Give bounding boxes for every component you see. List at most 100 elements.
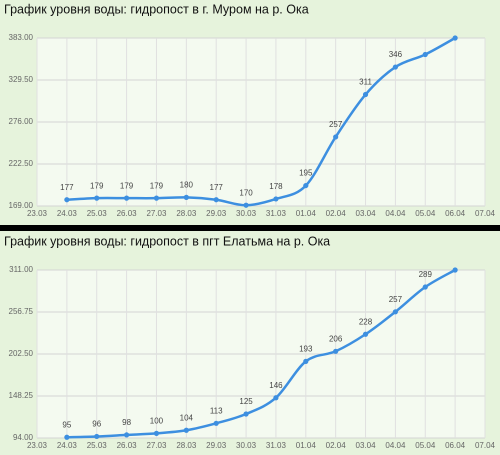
value-label: 179	[120, 181, 134, 190]
y-tick-label: 148.25	[9, 391, 34, 400]
point	[273, 196, 279, 202]
value-label: 289	[419, 270, 433, 279]
x-tick-label: 01.04	[296, 209, 317, 218]
x-tick-label: 29.03	[206, 209, 227, 218]
point	[303, 182, 309, 189]
x-tick-label: 26.03	[117, 441, 138, 450]
point	[303, 358, 309, 364]
value-label: 206	[329, 334, 343, 343]
x-tick-label: 27.03	[146, 209, 167, 218]
point	[273, 395, 279, 401]
x-tick-label: 01.04	[296, 441, 317, 450]
x-tick-label: 06.04	[445, 209, 466, 218]
x-tick-label: 23.03	[27, 209, 48, 218]
x-tick-label: 23.03	[27, 441, 48, 450]
x-tick-label: 26.03	[117, 209, 138, 218]
x-tick-label: 03.04	[356, 209, 377, 218]
value-label: 96	[92, 420, 101, 429]
x-tick-label: 04.04	[385, 209, 406, 218]
value-label: 113	[210, 406, 223, 415]
chart-title: График уровня воды: гидропост в г. Муром…	[4, 2, 309, 16]
point	[94, 195, 100, 201]
y-tick-label: 329.50	[9, 75, 34, 84]
x-tick-label: 31.03	[266, 209, 287, 218]
value-label: 179	[90, 181, 104, 190]
value-label: 346	[389, 50, 403, 59]
point	[124, 432, 130, 438]
x-tick-label: 25.03	[87, 209, 108, 218]
point	[422, 51, 428, 58]
x-tick-label: 06.04	[445, 441, 466, 450]
point	[422, 284, 428, 290]
x-tick-label: 30.03	[236, 441, 257, 450]
x-tick-label: 28.03	[176, 441, 197, 450]
y-tick-label: 202.50	[9, 349, 34, 358]
point	[213, 197, 219, 203]
chart-title: График уровня воды: гидропост в пгт Елат…	[4, 234, 330, 248]
value-label: 98	[122, 418, 131, 427]
x-tick-label: 04.04	[385, 441, 406, 450]
point	[333, 134, 339, 140]
x-tick-label: 31.03	[266, 441, 287, 450]
separator	[0, 225, 500, 231]
x-tick-label: 03.04	[356, 441, 377, 450]
point	[124, 195, 130, 201]
x-tick-label: 28.03	[176, 209, 197, 218]
value-label: 179	[150, 181, 164, 190]
value-label: 104	[180, 413, 194, 422]
value-label: 311	[359, 78, 372, 87]
x-tick-label: 24.03	[57, 209, 78, 218]
x-tick-label: 07.04	[475, 209, 496, 218]
point	[452, 35, 458, 41]
point	[362, 331, 369, 337]
point	[153, 195, 160, 201]
x-tick-label: 27.03	[146, 441, 167, 450]
point	[392, 309, 398, 315]
point	[94, 433, 100, 440]
value-label: 177	[60, 183, 74, 192]
value-label: 177	[210, 183, 224, 192]
point	[153, 430, 160, 436]
point	[213, 420, 219, 426]
value-label: 170	[239, 188, 253, 197]
point	[452, 267, 458, 273]
y-tick-label: 94.00	[13, 433, 34, 442]
y-tick-label: 276.00	[9, 117, 34, 126]
y-tick-label: 311.00	[9, 265, 33, 274]
x-tick-label: 29.03	[206, 441, 227, 450]
point	[183, 194, 189, 200]
value-label: 125	[239, 397, 253, 406]
x-tick-label: 07.04	[475, 441, 496, 450]
value-label: 193	[299, 344, 313, 353]
x-tick-label: 30.03	[236, 209, 257, 218]
value-label: 228	[359, 317, 373, 326]
value-label: 180	[180, 180, 194, 189]
point	[243, 202, 249, 208]
x-tick-label: 25.03	[87, 441, 108, 450]
y-tick-label: 256.75	[9, 307, 34, 316]
point	[64, 197, 70, 203]
point	[392, 64, 398, 70]
y-tick-label: 169.00	[9, 201, 34, 210]
value-label: 178	[269, 182, 283, 191]
value-label: 146	[269, 381, 283, 390]
value-label: 95	[62, 420, 71, 429]
value-label: 257	[389, 295, 403, 304]
x-tick-label: 24.03	[57, 441, 78, 450]
x-tick-label: 05.04	[415, 441, 436, 450]
point	[64, 434, 70, 440]
point	[333, 348, 339, 354]
x-tick-label: 02.04	[326, 209, 347, 218]
x-tick-label: 02.04	[326, 441, 347, 450]
value-label: 100	[150, 416, 164, 425]
x-tick-label: 05.04	[415, 209, 436, 218]
point	[183, 427, 189, 433]
point	[362, 91, 369, 98]
y-tick-label: 383.00	[9, 33, 34, 42]
value-label: 195	[299, 169, 313, 178]
value-label: 257	[329, 120, 343, 129]
y-tick-label: 222.50	[9, 159, 34, 168]
point	[243, 411, 249, 417]
